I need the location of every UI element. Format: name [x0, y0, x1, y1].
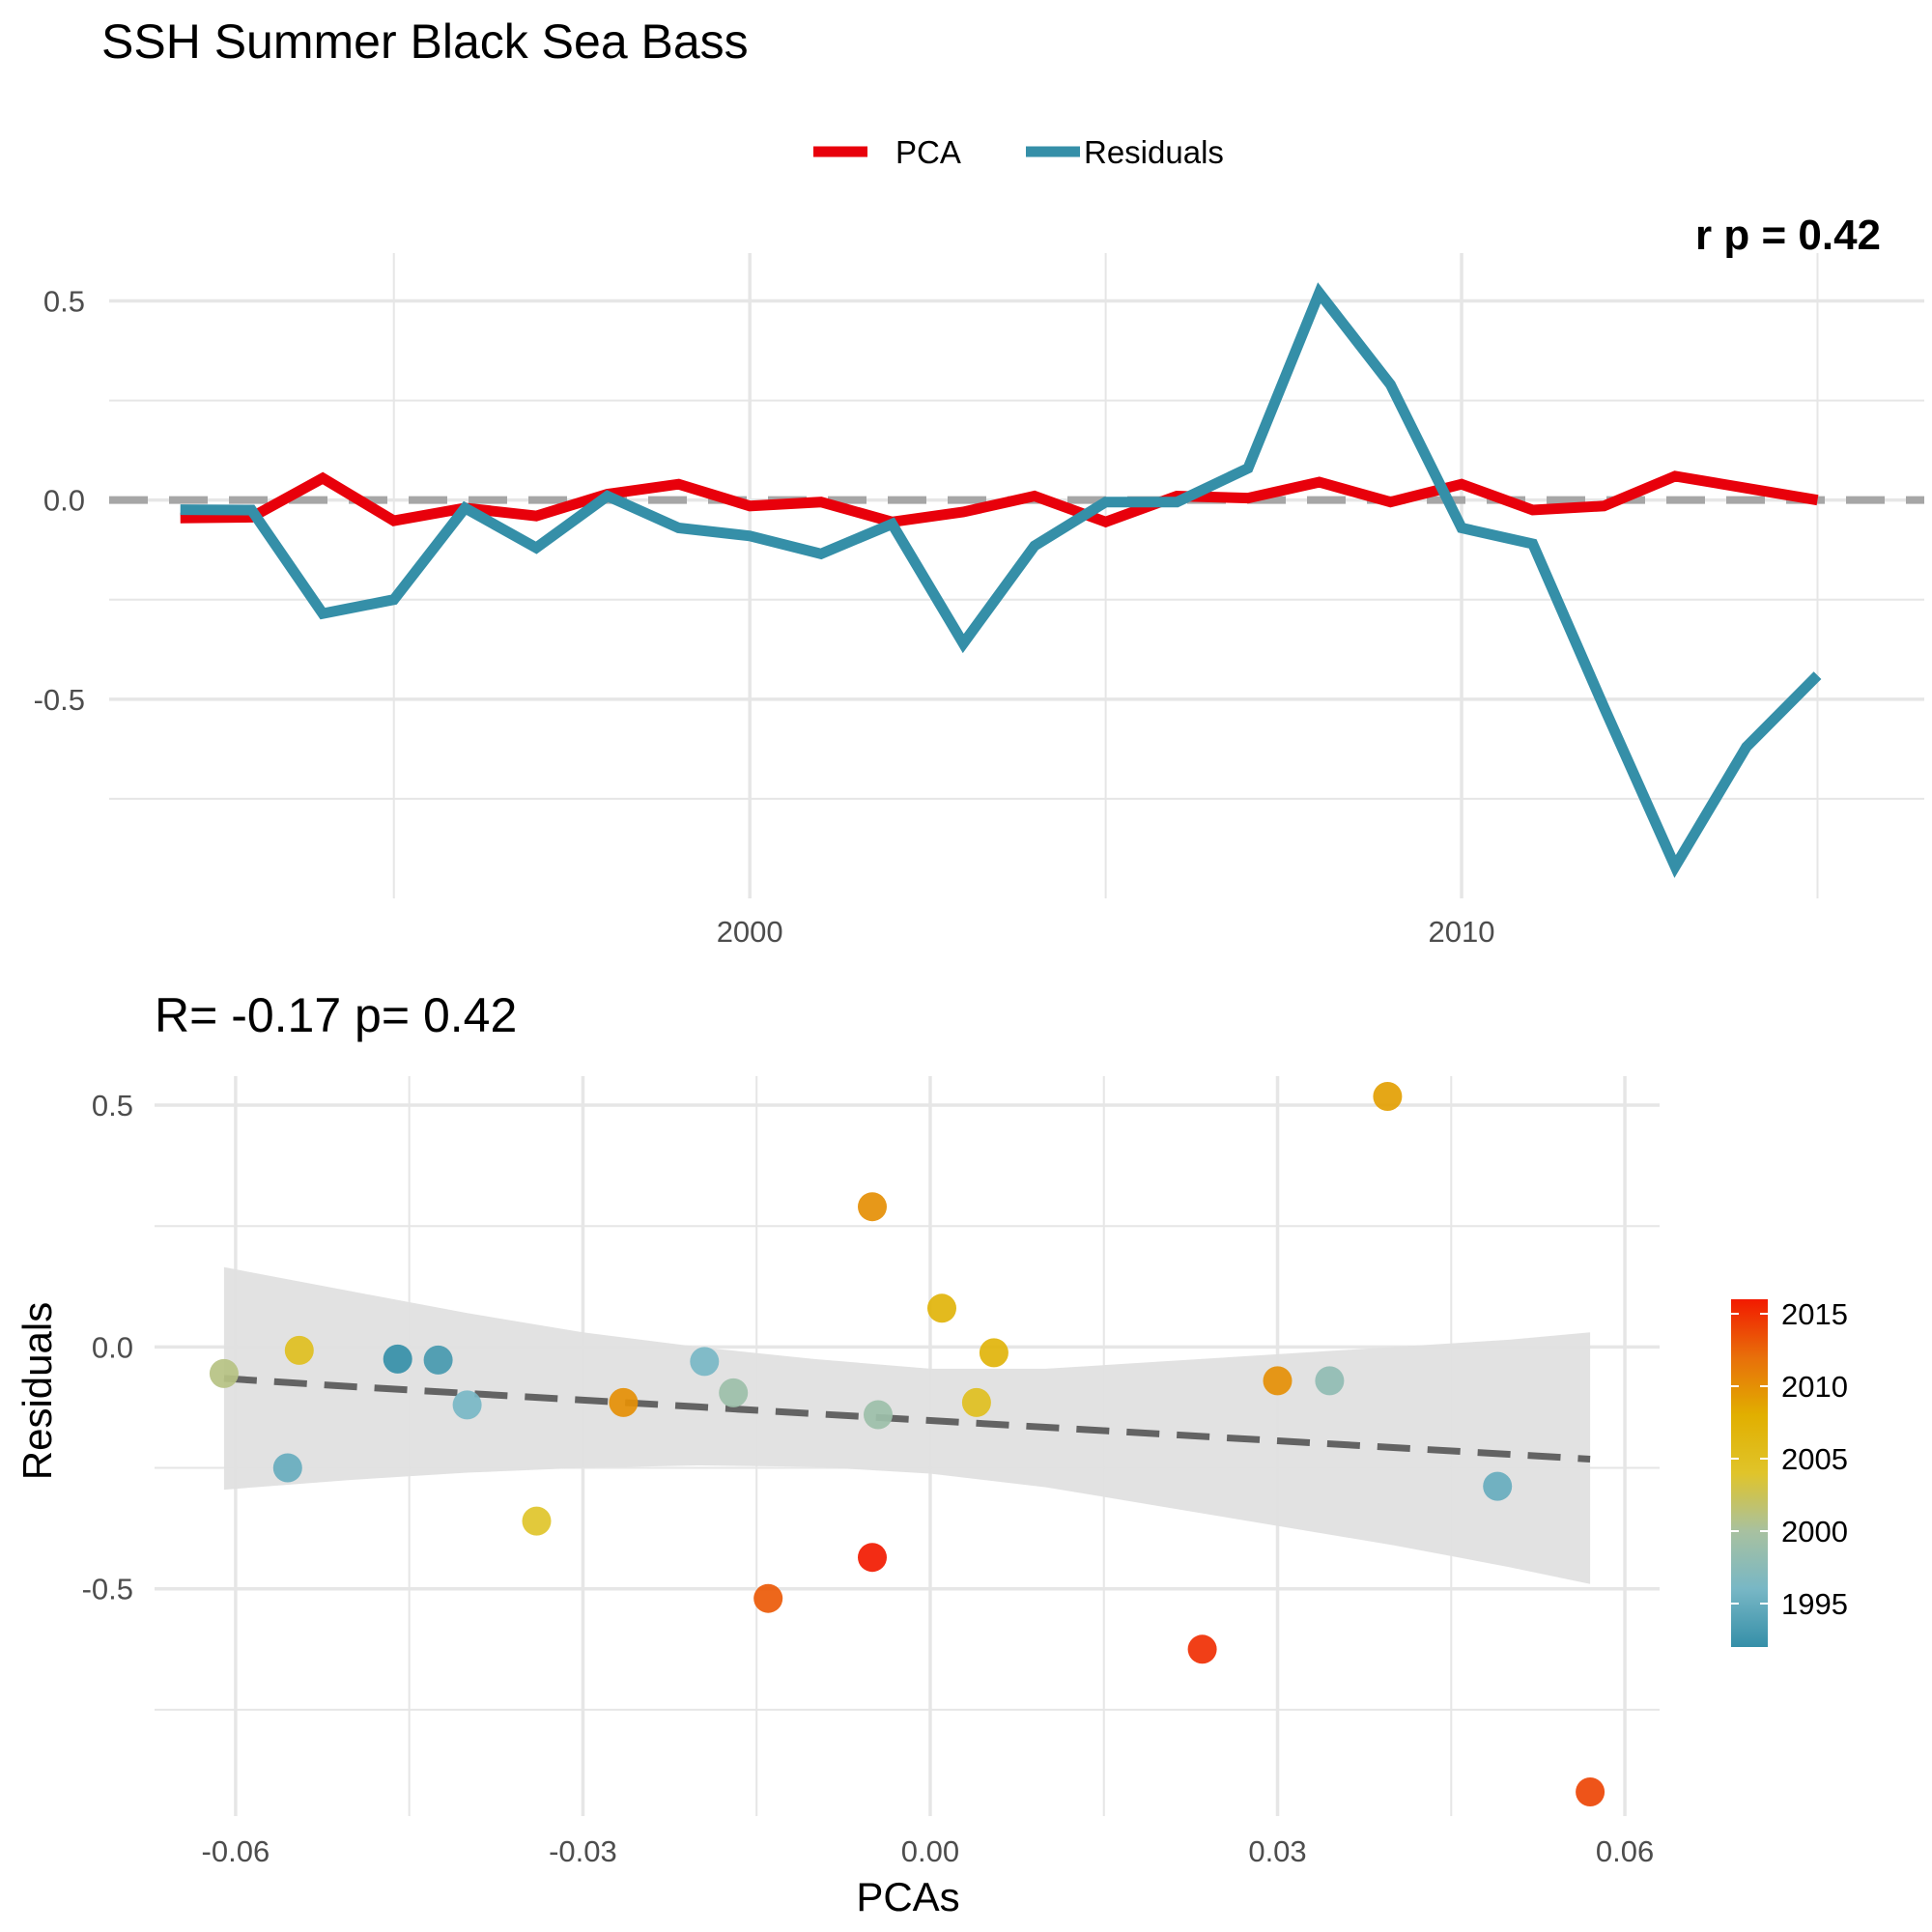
- y-tick-label: 0.5: [92, 1089, 133, 1122]
- figure-title: SSH Summer Black Sea Bass: [101, 14, 749, 69]
- scatter-y-axis: 0.5 0.0 -0.5: [82, 1089, 133, 1606]
- scatter-chart: R= -0.17 p= 0.42 0.5 0.0 -0.5 -0.06 -0.03 0.…: [14, 988, 1848, 1919]
- confidence-band: [223, 1266, 1591, 1584]
- x-tick-label: -0.03: [549, 1834, 617, 1868]
- y-tick-label: 0.0: [43, 484, 85, 518]
- scatter-point: [1483, 1471, 1513, 1501]
- x-tick-label: 2000: [717, 915, 783, 949]
- legend: PCA Residuals: [813, 134, 1224, 170]
- line-chart-x-axis: 2000 2010: [717, 915, 1495, 949]
- legend-label-residuals: Residuals: [1084, 134, 1224, 170]
- scatter-point: [753, 1583, 783, 1613]
- scatter-point: [961, 1387, 991, 1417]
- series-line-residuals: [180, 282, 1822, 878]
- scatter-point: [858, 1192, 887, 1222]
- scatter-point: [927, 1293, 956, 1323]
- scatter-point: [1373, 1082, 1403, 1111]
- colorbar-tick-label: 2010: [1781, 1370, 1848, 1404]
- colorbar-tick-label: 2005: [1781, 1442, 1848, 1476]
- scatter-point: [1576, 1777, 1605, 1806]
- series-line-pca: [180, 470, 1819, 528]
- scatter-point: [719, 1378, 749, 1407]
- regression-line: [223, 1375, 1591, 1463]
- scatter-point: [690, 1347, 720, 1377]
- scatter-points: [209, 1082, 1605, 1806]
- x-tick-label: -0.06: [202, 1834, 270, 1868]
- scatter-point: [522, 1506, 552, 1536]
- scatter-point: [609, 1387, 639, 1417]
- scatter-point: [209, 1358, 239, 1388]
- colorbar-gradient: [1731, 1299, 1768, 1647]
- y-tick-label: 0.0: [92, 1330, 133, 1364]
- colorbar-tick-label: 1995: [1781, 1587, 1848, 1621]
- line-chart-y-axis: 0.5 0.0 -0.5: [34, 284, 85, 716]
- x-tick-label: 0.03: [1248, 1834, 1306, 1868]
- scatter-point: [1315, 1366, 1345, 1396]
- scatter-point: [1187, 1634, 1217, 1664]
- x-axis-title: PCAs: [856, 1874, 959, 1919]
- confidence-ribbon: [223, 1266, 1591, 1584]
- year-colorbar: 2015 2010 2005 2000 1995: [1731, 1297, 1848, 1647]
- scatter-point: [979, 1338, 1009, 1368]
- x-tick-label: 0.00: [901, 1834, 959, 1868]
- x-tick-label: 0.06: [1596, 1834, 1654, 1868]
- y-axis-title: Residuals: [14, 1302, 60, 1480]
- scatter-x-axis: -0.06 -0.03 0.00 0.03 0.06: [202, 1834, 1655, 1868]
- y-tick-label: -0.5: [34, 683, 85, 717]
- x-tick-label: 2010: [1429, 915, 1495, 949]
- scatter-point: [1263, 1366, 1293, 1396]
- y-tick-label: -0.5: [82, 1573, 133, 1606]
- scatter-point: [864, 1400, 893, 1430]
- line-chart-series: [180, 282, 1822, 878]
- colorbar-tick-label: 2015: [1781, 1297, 1848, 1331]
- scatter-point: [858, 1543, 887, 1573]
- scatter-point: [284, 1335, 314, 1365]
- line-chart: 0.5 0.0 -0.5 2000 2010 r p = 0.42: [34, 212, 1924, 949]
- scatter-subtitle: R= -0.17 p= 0.42: [155, 988, 517, 1042]
- corner-annotation: r p = 0.42: [1695, 212, 1881, 259]
- scatter-point: [383, 1344, 412, 1374]
- scatter-point: [452, 1390, 482, 1420]
- colorbar-tick-label: 2000: [1781, 1515, 1848, 1548]
- y-tick-label: 0.5: [43, 284, 85, 318]
- scatter-point: [272, 1453, 302, 1483]
- legend-label-pca: PCA: [895, 134, 961, 170]
- scatter-point: [423, 1345, 453, 1375]
